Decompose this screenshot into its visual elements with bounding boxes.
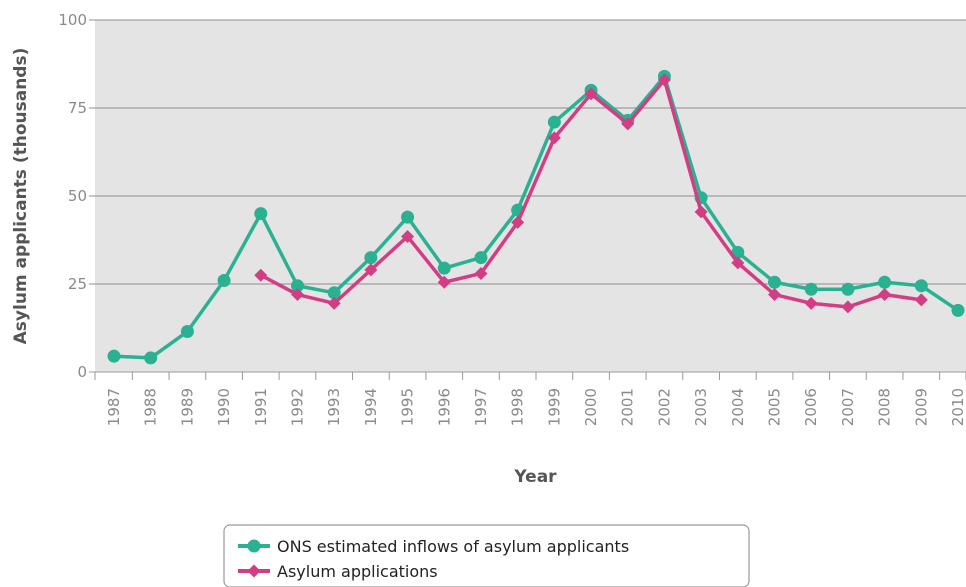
data-point-diamond[interactable] [584,87,598,101]
x-tick-label: 1999 [545,388,563,426]
x-tick-label: 2000 [582,388,600,426]
x-axis: 1987 1988 1989 1990 1991 1992 1993 1994 1995 1996… [94,372,966,426]
x-tick-label: 1988 [142,388,160,426]
x-tick-label: 1987 [105,388,123,426]
legend-box [223,524,750,587]
legend-circle-marker [247,539,261,553]
legend-label: ONS estimated inflows of asylum applican… [277,537,629,556]
x-tick-label: 2002 [655,388,673,426]
x-tick-label: 2007 [839,388,857,426]
x-tick-label: 2003 [692,388,710,426]
data-point-circle[interactable] [914,279,928,293]
data-point-diamond[interactable] [254,268,268,282]
data-point-diamond[interactable] [511,215,525,229]
legend-item[interactable]: ONS estimated inflows of asylum applican… [238,537,629,556]
x-tick-label: 2005 [766,388,784,426]
x-tick-label: 2010 [949,388,966,426]
data-point-circle[interactable] [768,275,782,289]
data-point-diamond[interactable] [474,266,488,280]
data-point-circle[interactable] [878,275,892,289]
data-point-diamond[interactable] [364,263,378,277]
data-point-diamond[interactable] [768,288,782,302]
x-tick-label: 2004 [729,388,747,426]
legend-diamond-marker [247,564,261,578]
data-point-circle[interactable] [144,351,158,365]
data-point-diamond[interactable] [841,300,855,314]
y-tick-label: 0 [77,363,87,381]
data-point-diamond[interactable] [621,117,635,131]
x-tick-label: 1989 [178,388,196,426]
y-tick-label: 25 [68,275,87,293]
data-point-circle[interactable] [401,210,415,224]
data-point-diamond[interactable] [804,296,818,310]
legend: ONS estimated inflows of asylum applican… [223,524,750,587]
data-point-diamond[interactable] [731,256,745,270]
x-tick-label: 1995 [399,388,417,426]
x-tick-label: 1994 [362,388,380,426]
data-point-circle[interactable] [547,115,561,129]
data-point-diamond[interactable] [437,275,451,289]
data-point-circle[interactable] [841,282,855,296]
data-point-diamond[interactable] [327,296,341,310]
data-point-diamond[interactable] [657,73,671,87]
data-point-diamond[interactable] [290,288,304,302]
data-point-circle[interactable] [327,286,341,300]
series-asylum-applications [254,73,928,314]
data-point-circle[interactable] [180,325,194,339]
x-axis-title: Year [513,467,557,487]
data-point-circle[interactable] [437,261,451,275]
data-point-circle[interactable] [254,207,268,221]
data-point-diamond[interactable] [547,131,561,145]
x-tick-label: 1992 [288,388,306,426]
data-point-circle[interactable] [474,251,488,265]
series-layer [107,69,965,365]
data-point-diamond[interactable] [694,205,708,219]
y-axis-title: Asylum applicants (thousands) [11,48,31,345]
y-tick-label: 75 [68,99,87,117]
data-point-diamond[interactable] [914,293,928,307]
legend-item[interactable]: Asylum applications [238,562,438,581]
y-axis: 0 25 50 75 100 [58,11,87,381]
legend-label: Asylum applications [277,562,438,581]
x-tick-label: 1991 [252,388,270,426]
data-point-diamond[interactable] [401,229,415,243]
y-tick-label: 50 [68,187,87,205]
data-point-circle[interactable] [290,279,304,293]
data-point-circle[interactable] [217,273,231,287]
data-point-circle[interactable] [804,282,818,296]
data-point-circle[interactable] [951,303,965,317]
x-tick-label: 1990 [215,388,233,426]
data-point-circle[interactable] [107,349,121,363]
x-tick-label: 2001 [619,388,637,426]
x-tick-label: 1997 [472,388,490,426]
x-tick-label: 1993 [325,388,343,426]
x-tick-label: 2008 [876,388,894,426]
data-point-circle[interactable] [364,251,378,265]
x-tick-label: 1998 [509,388,527,426]
x-tick-label: 2009 [912,388,930,426]
x-tick-label: 2006 [802,388,820,426]
y-tick-label: 100 [58,11,87,29]
data-point-diamond[interactable] [878,288,892,302]
x-tick-label: 1996 [435,388,453,426]
